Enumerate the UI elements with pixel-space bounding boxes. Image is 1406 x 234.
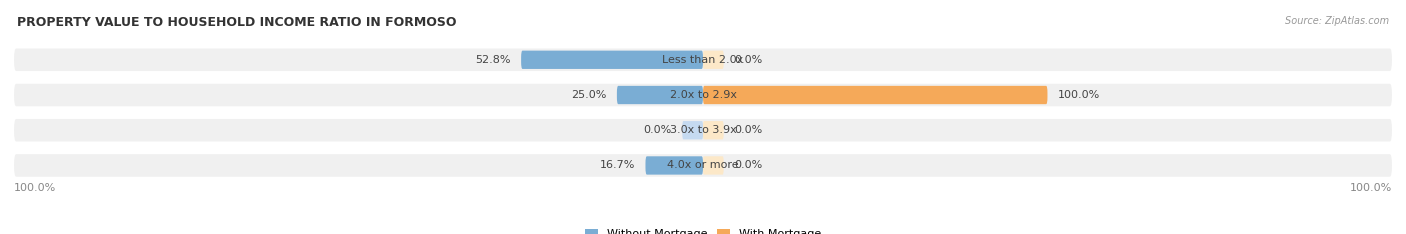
FancyBboxPatch shape — [14, 84, 1392, 106]
FancyBboxPatch shape — [14, 154, 1392, 177]
FancyBboxPatch shape — [703, 156, 724, 175]
FancyBboxPatch shape — [703, 86, 1047, 104]
FancyBboxPatch shape — [682, 121, 703, 139]
Text: 25.0%: 25.0% — [571, 90, 606, 100]
FancyBboxPatch shape — [14, 119, 1392, 142]
Text: 3.0x to 3.9x: 3.0x to 3.9x — [669, 125, 737, 135]
FancyBboxPatch shape — [14, 48, 1392, 71]
Legend: Without Mortgage, With Mortgage: Without Mortgage, With Mortgage — [581, 224, 825, 234]
Text: Source: ZipAtlas.com: Source: ZipAtlas.com — [1285, 16, 1389, 26]
Text: 4.0x or more: 4.0x or more — [668, 161, 738, 170]
Text: 52.8%: 52.8% — [475, 55, 510, 65]
Text: Less than 2.0x: Less than 2.0x — [662, 55, 744, 65]
FancyBboxPatch shape — [522, 51, 703, 69]
Text: 2.0x to 2.9x: 2.0x to 2.9x — [669, 90, 737, 100]
Text: 0.0%: 0.0% — [644, 125, 672, 135]
Text: 100.0%: 100.0% — [1057, 90, 1099, 100]
Text: 0.0%: 0.0% — [734, 125, 762, 135]
FancyBboxPatch shape — [645, 156, 703, 175]
Text: 0.0%: 0.0% — [734, 55, 762, 65]
Text: 100.0%: 100.0% — [14, 183, 56, 193]
Text: 16.7%: 16.7% — [600, 161, 636, 170]
Text: 0.0%: 0.0% — [734, 161, 762, 170]
Text: 100.0%: 100.0% — [1350, 183, 1392, 193]
FancyBboxPatch shape — [703, 121, 724, 139]
FancyBboxPatch shape — [703, 51, 724, 69]
FancyBboxPatch shape — [617, 86, 703, 104]
Text: PROPERTY VALUE TO HOUSEHOLD INCOME RATIO IN FORMOSO: PROPERTY VALUE TO HOUSEHOLD INCOME RATIO… — [17, 16, 457, 29]
